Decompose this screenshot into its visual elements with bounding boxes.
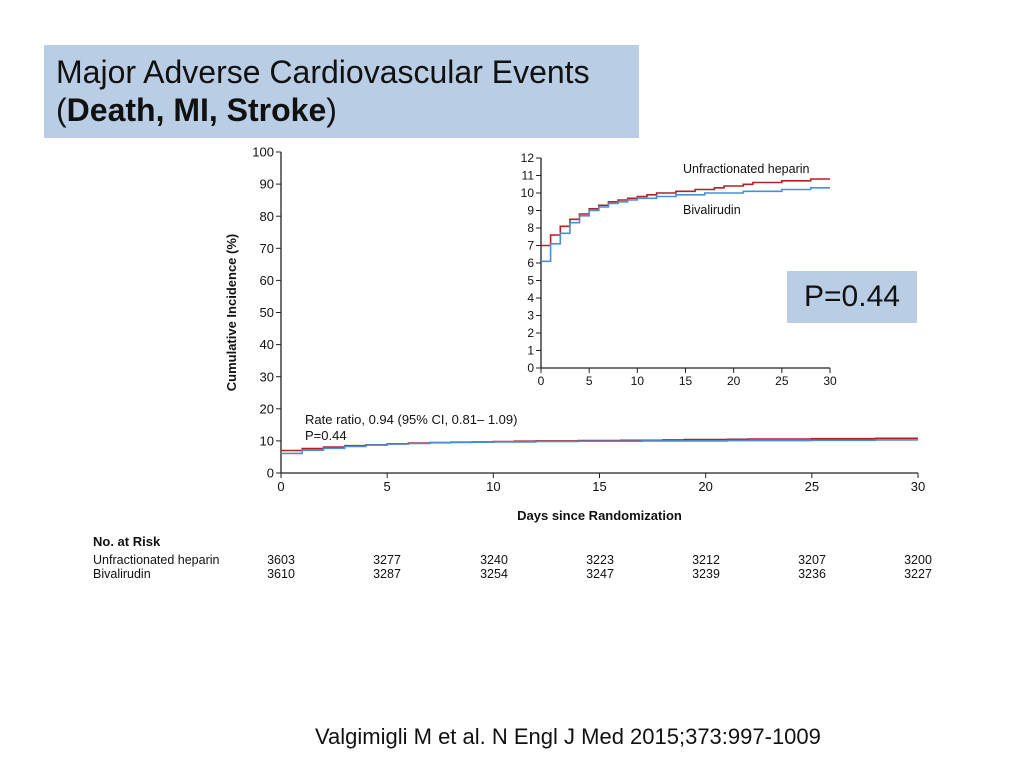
title-line-2: (Death, MI, Stroke) [56, 91, 639, 129]
risk-row-label: Unfractionated heparin [93, 553, 220, 567]
inset-x-tick-label: 30 [823, 374, 837, 388]
inset-y-tick-label: 10 [521, 186, 535, 200]
risk-cell: 3603 [267, 553, 295, 567]
p-value-box: P=0.44 [787, 271, 917, 323]
risk-cell: 3227 [904, 567, 932, 581]
main-x-tick-label: 15 [592, 479, 606, 494]
inset-x-tick-label: 0 [538, 374, 545, 388]
risk-cell: 3610 [267, 567, 295, 581]
inset-legend-bivalirudin: Bivalirudin [683, 203, 741, 217]
main-y-tick-label: 0 [267, 466, 274, 481]
inset-y-tick-label: 12 [521, 151, 535, 165]
title-close-paren: ) [326, 92, 337, 128]
main-y-tick-label: 20 [260, 401, 274, 416]
title-open-paren: ( [56, 92, 67, 128]
main-y-tick-label: 100 [252, 145, 274, 160]
risk-cell: 3277 [373, 553, 401, 567]
inset-y-tick-label: 11 [522, 169, 535, 183]
risk-cell: 3212 [692, 553, 720, 567]
main-y-tick-label: 90 [260, 177, 274, 192]
inset-x-tick-label: 5 [586, 374, 593, 388]
inset-legend-heparin: Unfractionated heparin [683, 162, 810, 176]
main-series-line-bivalirudin [281, 439, 918, 455]
risk-cell: 3239 [692, 567, 720, 581]
inset-y-tick-label: 2 [527, 326, 534, 340]
inset-x-tick-label: 10 [631, 374, 645, 388]
main-x-tick-label: 5 [384, 479, 391, 494]
main-y-tick-label: 10 [260, 433, 274, 448]
inset-y-tick-label: 4 [527, 291, 534, 305]
main-y-tick-label: 70 [260, 241, 274, 256]
title-bold-text: Death, MI, Stroke [66, 92, 327, 128]
main-y-axis-label: Cumulative Incidence (%) [224, 234, 239, 391]
inset-y-tick-label: 5 [527, 274, 534, 288]
risk-cell: 3207 [798, 553, 826, 567]
inset-x-tick-label: 25 [775, 374, 789, 388]
risk-table: No. at Risk Unfractionated heparin 3603 327… [93, 534, 932, 581]
title-line-1: Major Adverse Cardiovascular Events [56, 54, 590, 90]
inset-y-tick-label: 9 [527, 204, 534, 218]
inset-x-tick-label: 20 [727, 374, 741, 388]
risk-cell: 3254 [480, 567, 508, 581]
risk-row-label: Bivalirudin [93, 567, 151, 581]
inset-y-tick-label: 0 [527, 361, 534, 375]
main-x-tick-label: 20 [698, 479, 712, 494]
main-x-tick-label: 25 [805, 479, 819, 494]
risk-cell: 3223 [586, 553, 614, 567]
main-x-axis-label: Days since Randomization [517, 508, 682, 523]
main-y-tick-label: 40 [260, 337, 274, 352]
risk-table-header: No. at Risk [93, 534, 161, 549]
inset-y-tick-label: 6 [527, 256, 534, 270]
risk-cell: 3236 [798, 567, 826, 581]
risk-cell: 3247 [586, 567, 614, 581]
inset-y-tick-label: 3 [527, 309, 534, 323]
inset-y-tick-label: 7 [527, 239, 534, 253]
main-x-tick-label: 30 [911, 479, 925, 494]
inset-x-tick-label: 15 [679, 374, 693, 388]
rate-ratio-annotation: Rate ratio, 0.94 (95% CI, 0.81– 1.09) [305, 412, 517, 427]
slide-title: Major Adverse Cardiovascular Events (Dea… [44, 45, 639, 138]
p-value-annotation: P=0.44 [305, 428, 347, 443]
risk-cell: 3240 [480, 553, 508, 567]
main-y-tick-label: 60 [260, 273, 274, 288]
citation: Valgimigli M et al. N Engl J Med 2015;37… [315, 724, 821, 749]
main-x-tick-label: 10 [486, 479, 500, 494]
inset-y-tick-label: 1 [527, 344, 534, 358]
inset-series-line-heparin [541, 178, 830, 247]
main-x-tick-label: 0 [277, 479, 284, 494]
main-y-tick-label: 30 [260, 369, 274, 384]
risk-cell: 3287 [373, 567, 401, 581]
risk-cell: 3200 [904, 553, 932, 567]
main-y-tick-label: 50 [260, 305, 274, 320]
inset-series-line-bivalirudin [541, 187, 830, 263]
inset-y-tick-label: 8 [527, 221, 534, 235]
main-y-tick-label: 80 [260, 209, 274, 224]
